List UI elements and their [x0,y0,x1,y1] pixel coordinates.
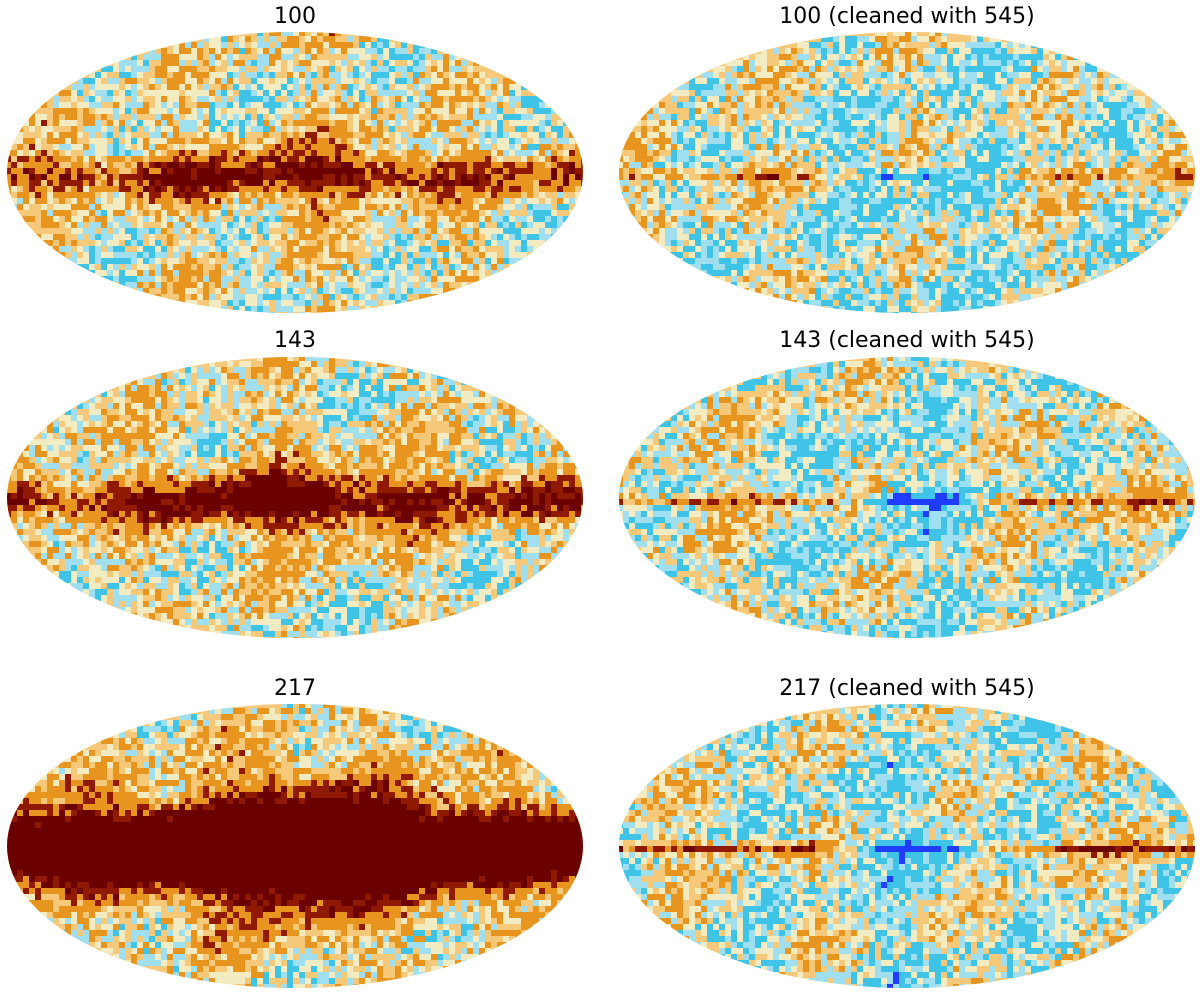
sky-map-color-layer [619,493,1193,511]
panel-title-100-cleaned: 100 (cleaned with 545) [779,4,1035,29]
sky-map-217 [7,704,583,988]
sky-map-143 [7,357,583,638]
sky-map-color-layer [23,704,575,988]
sky-map-color-layer [875,762,959,988]
sky-map-color-layer [7,451,583,547]
sky-map-color-layer [887,493,959,535]
panel-title-217: 217 [274,676,316,701]
sky-map-pixels [7,357,583,638]
sky-map-pixels [619,704,1195,988]
sky-map-color-layer [7,357,583,638]
sky-map-color-layer [7,32,583,222]
sky-map-color-layer [11,704,581,988]
sky-map-color-layer [767,174,779,180]
sky-map-pixels [7,704,583,988]
sky-map-143-cleaned [619,357,1195,638]
sky-map-100-cleaned [619,32,1195,313]
sky-map-color-layer [619,32,1195,306]
sky-map-color-layer [623,361,1193,638]
sky-map-color-layer [7,32,583,313]
sky-map-100 [7,32,583,313]
sky-map-color-layer [11,32,583,313]
sky-map-color-layer [619,36,1195,313]
sky-map-color-layer [619,32,1195,313]
panel-title-100: 100 [274,4,316,29]
sky-map-color-layer [7,780,583,918]
sky-map-217-cleaned [619,704,1195,988]
panel-title-143: 143 [274,328,316,353]
panel-title-217-cleaned: 217 (cleaned with 545) [779,676,1035,701]
sky-map-color-layer [619,357,1195,637]
sky-map-color-layer [53,361,545,638]
sky-map-color-layer [881,174,929,180]
sky-map-color-layer [7,469,583,523]
sky-map-color-layer [11,156,581,198]
sky-map-pixels [619,32,1195,313]
sky-map-color-layer [619,357,1195,638]
sky-map-pixels [619,357,1195,638]
sky-map-color-layer [619,846,1195,852]
sky-map-color-layer [629,168,1193,180]
panel-title-143-cleaned: 143 (cleaned with 545) [779,328,1035,353]
sky-map-color-layer [635,840,1193,858]
sky-map-pixels [7,32,583,313]
sky-map-color-layer [623,704,1193,988]
